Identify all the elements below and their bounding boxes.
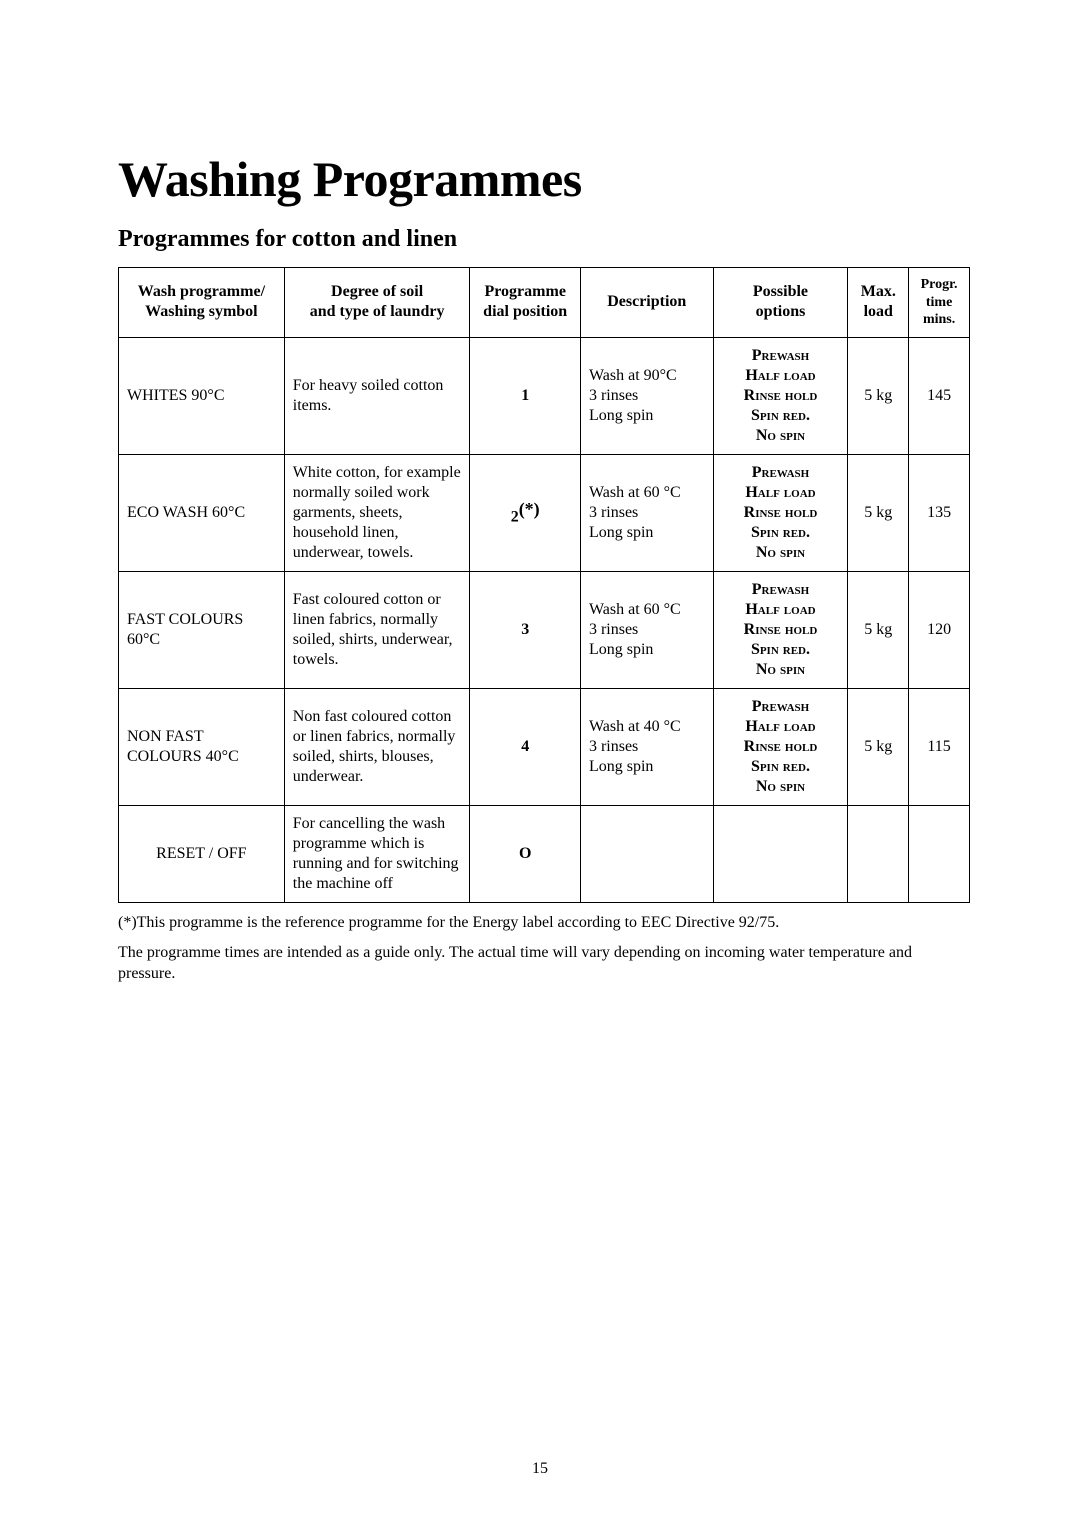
table-body: WHITES 90°CFor heavy soiled cotton items…: [119, 337, 970, 902]
cell-dial-position: 2(*): [470, 454, 581, 571]
section-subtitle: Programmes for cotton and linen: [118, 226, 970, 253]
col-header-description: Description: [580, 268, 713, 338]
cell-max-load: 5 kg: [848, 454, 909, 571]
cell-description: Wash at 90°C3 rinsesLong spin: [580, 337, 713, 454]
table-row: FAST COLOURS 60°CFast coloured cotton or…: [119, 571, 970, 688]
cell-programme-name: NON FAST COLOURS 40°C: [119, 688, 285, 805]
cell-dial-position: 4: [470, 688, 581, 805]
footnote-1: (*)This programme is the reference progr…: [118, 913, 970, 934]
col-header-options: Possible options: [713, 268, 848, 338]
cell-time: 145: [909, 337, 970, 454]
cell-dial-position: 3: [470, 571, 581, 688]
cell-soil: Fast coloured cotton or linen fabrics, n…: [284, 571, 470, 688]
col-header-load: Max. load: [848, 268, 909, 338]
cell-programme-name: ECO WASH 60°C: [119, 454, 285, 571]
table-header-row: Wash programme/ Washing symbol Degree of…: [119, 268, 970, 338]
cell-time: 115: [909, 688, 970, 805]
cell-programme-name: FAST COLOURS 60°C: [119, 571, 285, 688]
cell-options: PrewashHalf loadRinse holdSpin red.No sp…: [713, 571, 848, 688]
cell-max-load: [848, 805, 909, 902]
cell-description: [580, 805, 713, 902]
cell-max-load: 5 kg: [848, 688, 909, 805]
cell-soil: For cancelling the wash programme which …: [284, 805, 470, 902]
cell-description: Wash at 60 °C3 rinsesLong spin: [580, 454, 713, 571]
cell-description: Wash at 40 °C3 rinsesLong spin: [580, 688, 713, 805]
cell-soil: White cotton, for example normally soile…: [284, 454, 470, 571]
cell-options: PrewashHalf loadRinse holdSpin red.No sp…: [713, 688, 848, 805]
cell-programme-name: RESET / OFF: [119, 805, 285, 902]
col-header-time: Progr. time mins.: [909, 268, 970, 338]
table-row: RESET / OFFFor cancelling the wash progr…: [119, 805, 970, 902]
cell-time: 120: [909, 571, 970, 688]
cell-time: [909, 805, 970, 902]
cell-description: Wash at 60 °C3 rinsesLong spin: [580, 571, 713, 688]
cell-programme-name: WHITES 90°C: [119, 337, 285, 454]
page: Washing Programmes Programmes for cotton…: [0, 0, 1080, 1528]
cell-options: PrewashHalf loadRinse holdSpin red.No sp…: [713, 454, 848, 571]
cell-dial-position: O: [470, 805, 581, 902]
col-header-soil: Degree of soil and type of laundry: [284, 268, 470, 338]
page-number: 15: [0, 1460, 1080, 1478]
cell-max-load: 5 kg: [848, 337, 909, 454]
page-title: Washing Programmes: [118, 150, 970, 208]
footnote-2: The programme times are intended as a gu…: [118, 943, 970, 985]
cell-soil: Non fast coloured cotton or linen fabric…: [284, 688, 470, 805]
col-header-dial: Programme dial position: [470, 268, 581, 338]
table-row: WHITES 90°CFor heavy soiled cotton items…: [119, 337, 970, 454]
cell-soil: For heavy soiled cotton items.: [284, 337, 470, 454]
cell-options: [713, 805, 848, 902]
cell-dial-position: 1: [470, 337, 581, 454]
table-row: ECO WASH 60°CWhite cotton, for example n…: [119, 454, 970, 571]
programmes-table: Wash programme/ Washing symbol Degree of…: [118, 267, 970, 903]
table-row: NON FAST COLOURS 40°CNon fast coloured c…: [119, 688, 970, 805]
cell-options: PrewashHalf loadRinse holdSpin red.No sp…: [713, 337, 848, 454]
col-header-programme: Wash programme/ Washing symbol: [119, 268, 285, 338]
cell-max-load: 5 kg: [848, 571, 909, 688]
cell-time: 135: [909, 454, 970, 571]
